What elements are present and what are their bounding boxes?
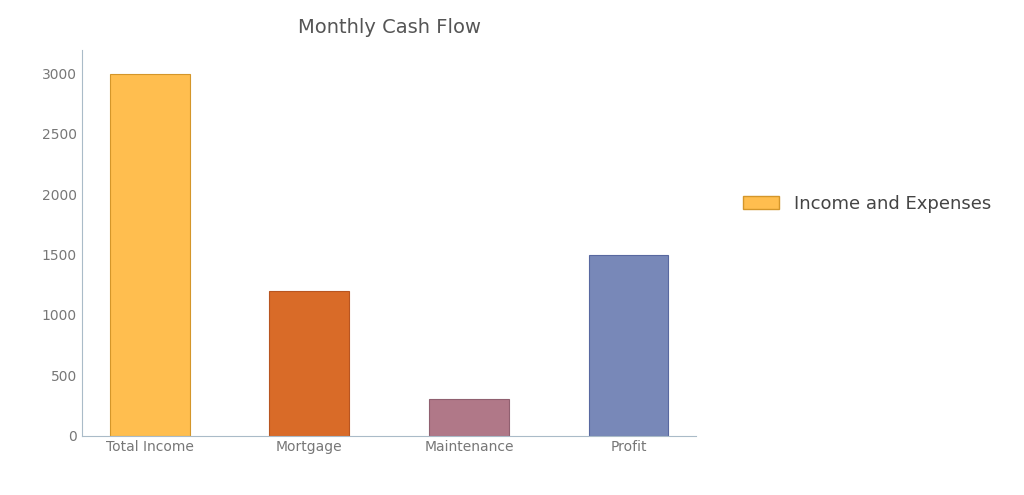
Title: Monthly Cash Flow: Monthly Cash Flow bbox=[298, 18, 480, 37]
Bar bbox=[589, 254, 669, 436]
Bar bbox=[110, 74, 189, 436]
Legend: Income and Expenses: Income and Expenses bbox=[736, 188, 998, 220]
Bar bbox=[429, 399, 509, 436]
Bar bbox=[269, 291, 349, 436]
